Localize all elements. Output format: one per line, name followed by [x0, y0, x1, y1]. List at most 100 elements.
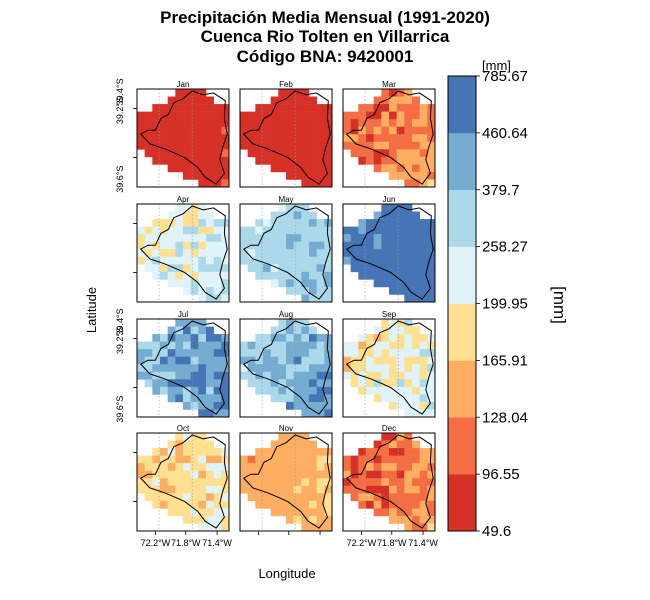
grid-cell — [350, 493, 359, 502]
basin-outline — [345, 90, 434, 185]
grid-cell — [373, 371, 382, 380]
grid-cell — [389, 364, 397, 373]
grid-cell — [270, 485, 279, 494]
panel-jun: Jun — [342, 195, 436, 303]
grid-cell — [198, 149, 207, 158]
grid-cell — [396, 241, 405, 250]
panel-month-label: Aug — [279, 310, 293, 319]
grid-cell — [324, 164, 333, 173]
grid-cell — [396, 149, 405, 158]
grid-cell — [419, 149, 428, 158]
grid-cell — [293, 104, 302, 112]
grid-cell — [389, 440, 397, 449]
grid-cell — [247, 493, 256, 502]
grid-cell — [419, 349, 428, 357]
grid-cell — [404, 171, 413, 180]
grid-cell — [343, 356, 351, 365]
grid-cell — [301, 104, 310, 112]
grid-cell — [183, 89, 191, 97]
grid-cell — [183, 485, 191, 494]
grid-cell — [381, 371, 390, 380]
grid-cell — [167, 485, 176, 494]
grid-cell — [427, 379, 436, 388]
grid-cell — [309, 104, 317, 112]
grid-cell — [419, 334, 428, 342]
panel-frame — [342, 318, 436, 418]
grid-cell — [389, 241, 397, 250]
grid-cell — [137, 226, 145, 235]
grid-cell — [221, 371, 230, 380]
grid-cell — [198, 364, 207, 373]
grid-cell — [412, 286, 420, 295]
grid-cell — [309, 111, 317, 120]
grid-cell — [381, 379, 390, 388]
grid-cell — [278, 204, 287, 212]
grid-cell — [160, 386, 168, 395]
grid-cell — [412, 256, 420, 265]
grid-cell — [263, 249, 271, 258]
grid-cell — [190, 241, 199, 250]
grid-cell — [358, 364, 367, 373]
grid-cell — [373, 279, 382, 288]
grid-cell — [160, 119, 168, 127]
grid-cell — [404, 179, 413, 188]
grid-cell — [255, 249, 264, 258]
grid-cell — [427, 386, 436, 395]
basin-outline — [345, 434, 434, 529]
grid-cell — [404, 96, 413, 105]
panel-month-label: Jun — [383, 195, 396, 204]
grid-cell — [286, 455, 294, 464]
grid-cell — [255, 149, 264, 158]
grid-cell — [221, 179, 230, 188]
grid-cell — [286, 493, 294, 502]
grid-cell — [263, 134, 271, 143]
grid-cell — [263, 455, 271, 464]
grid-cell — [270, 119, 279, 127]
grid-cell — [160, 493, 168, 502]
grid-cell — [270, 279, 279, 288]
grid-cell — [270, 379, 279, 388]
grid-cell — [373, 264, 382, 273]
grid-cell — [419, 104, 428, 112]
grid-cell — [301, 371, 310, 380]
grid-cell — [358, 478, 367, 487]
grid-cell — [167, 111, 176, 120]
grid-cell — [343, 134, 351, 143]
grid-cell — [412, 401, 420, 410]
grid-cell — [167, 119, 176, 127]
grid-cell — [396, 111, 405, 120]
grid-cell — [167, 256, 176, 265]
grid-cell — [160, 356, 168, 365]
grid-cell — [389, 249, 397, 258]
grid-cell — [343, 119, 351, 127]
grid-cell — [206, 448, 214, 456]
grid-cell — [427, 500, 436, 509]
grid-cell — [389, 500, 397, 509]
panel-frame — [136, 88, 230, 188]
grid-cell — [183, 326, 191, 335]
grid-cell — [427, 164, 436, 173]
grid-cell — [301, 234, 310, 242]
grid-cell — [396, 249, 405, 258]
grid-cell — [412, 104, 420, 112]
grid-cell — [316, 141, 325, 150]
grid-cell — [293, 371, 302, 380]
grid-cell — [270, 478, 279, 487]
grid-cell — [358, 334, 367, 342]
grid-cell — [183, 364, 191, 373]
grid-cell — [404, 470, 413, 479]
grid-cell — [206, 356, 214, 365]
grid-cell — [396, 401, 405, 410]
grid-cell — [404, 234, 413, 242]
grid-cell — [301, 463, 310, 471]
grid-cell — [167, 264, 176, 273]
grid-cell — [389, 515, 397, 524]
grid-cell — [419, 171, 428, 180]
grid-cell — [301, 440, 310, 449]
grid-cell — [343, 234, 351, 242]
grid-cell — [190, 485, 199, 494]
grid-cell — [263, 478, 271, 487]
grid-cell — [255, 234, 264, 242]
grid-cell — [316, 119, 325, 127]
grid-cell — [373, 349, 382, 357]
